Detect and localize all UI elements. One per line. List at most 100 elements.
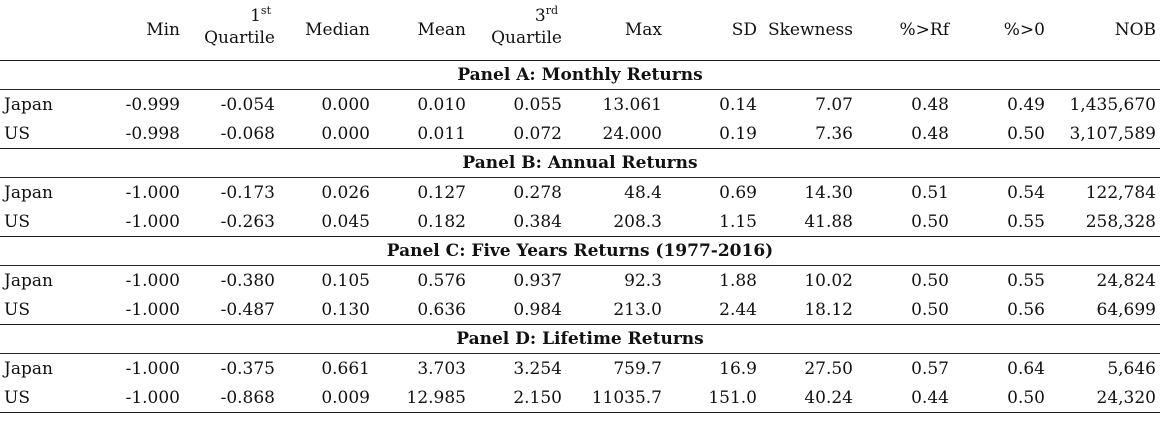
table-cell: -0.487: [220, 299, 275, 320]
table-cell: 40.24: [761, 383, 857, 413]
table-cell: 0.105: [321, 270, 370, 291]
header-blank-cell: [0, 0, 100, 61]
table-cell: -0.263: [220, 211, 275, 232]
table-body: Panel A: Monthly Returns Japan -0.999 -0.05…: [0, 60, 1160, 413]
table-cell: 0.44: [857, 383, 953, 413]
table-cell: -1.000: [100, 383, 184, 413]
table-cell: 0.64: [1007, 358, 1045, 379]
header-skewness: Skewness: [761, 0, 857, 61]
table-row: US -0.998 -0.068 0.000 0.011 0.072 24.000 0.19 7…: [0, 119, 1160, 149]
panel-title: Panel A: Monthly Returns: [0, 60, 1160, 90]
table-cell: 0.009: [279, 383, 374, 413]
table-cell: 0.661: [321, 358, 370, 379]
table-cell: 1,435,670: [1069, 94, 1156, 115]
table-cell: 24,824: [1096, 270, 1156, 291]
row-label: Japan: [4, 182, 53, 203]
header-row: Min 1st Quartile Median Mean 3rd Quartil…: [0, 0, 1160, 61]
table-cell: 0.48: [911, 94, 949, 115]
table-cell: 0.55: [1007, 211, 1045, 232]
table-cell: 258,328: [1085, 211, 1156, 232]
table-cell: 7.36: [815, 123, 853, 144]
table-cell: -1.000: [125, 358, 180, 379]
table-row: Japan -0.999 -0.054 0.000 0.010 0.055 13.061 0.…: [0, 90, 1160, 120]
header-sd: SD: [666, 0, 761, 61]
row-label: Japan: [4, 270, 53, 291]
table-cell: -0.068: [220, 123, 275, 144]
panel-d-header-row: Panel D: Lifetime Returns: [0, 324, 1160, 354]
table-row: Japan -1.000 -0.375 0.661 3.703 3.254 759.7 16.…: [0, 354, 1160, 384]
table-cell: 0.182: [417, 211, 466, 232]
table-row: US -1.000 -0.487 0.130 0.636 0.984 213.0 2.44 18…: [0, 295, 1160, 325]
table-cell: 759.7: [613, 358, 662, 379]
header-pct-above-rf: %>Rf: [857, 0, 953, 61]
table-cell: 1.88: [719, 270, 757, 291]
table-cell: 2.44: [719, 299, 757, 320]
table-cell: 64,699: [1096, 299, 1156, 320]
table-cell: 122,784: [1085, 182, 1156, 203]
table-cell: -0.380: [220, 270, 275, 291]
table-cell: 0.636: [417, 299, 466, 320]
table-cell: 0.56: [1007, 299, 1045, 320]
table-cell: 18.12: [804, 299, 853, 320]
row-label: US: [4, 299, 30, 320]
table-cell: 0.57: [911, 358, 949, 379]
table-row: Japan -1.000 -0.173 0.026 0.127 0.278 48.4 0.69…: [0, 178, 1160, 208]
table-cell: 0.19: [719, 123, 757, 144]
row-label: US: [4, 123, 30, 144]
table-cell: 0.69: [719, 182, 757, 203]
table-cell: -0.868: [184, 383, 279, 413]
panel-a-header-row: Panel A: Monthly Returns: [0, 60, 1160, 90]
header-min: Min: [100, 0, 184, 61]
table-row: Japan -1.000 -0.380 0.105 0.576 0.937 92.3 1.88…: [0, 266, 1160, 296]
table-cell: 0.50: [911, 299, 949, 320]
table-cell: 0.045: [321, 211, 370, 232]
table-cell: 0.055: [513, 94, 562, 115]
panel-title: Panel B: Annual Returns: [0, 148, 1160, 178]
table-cell: 24,320: [1049, 383, 1160, 413]
table-cell: 0.010: [417, 94, 466, 115]
table-cell: 0.984: [513, 299, 562, 320]
table-cell: 27.50: [804, 358, 853, 379]
table-cell: 151.0: [666, 383, 761, 413]
row-label: Japan: [4, 94, 53, 115]
header-third-quartile: 3rd Quartile: [470, 0, 566, 61]
table-cell: 0.50: [953, 383, 1049, 413]
table-cell: 0.50: [911, 211, 949, 232]
table-cell: 0.072: [513, 123, 562, 144]
table-cell: 0.384: [513, 211, 562, 232]
table-cell: -0.173: [220, 182, 275, 203]
table-cell: 0.000: [321, 94, 370, 115]
header-max: Max: [566, 0, 666, 61]
table-cell: 0.55: [1007, 270, 1045, 291]
table-cell: -0.998: [125, 123, 180, 144]
table-cell: 13.061: [602, 94, 662, 115]
header-nob: NOB: [1049, 0, 1160, 61]
table-cell: 0.14: [719, 94, 757, 115]
table-cell: 1.15: [719, 211, 757, 232]
table-cell: 3.254: [513, 358, 562, 379]
table-cell: 0.130: [321, 299, 370, 320]
table-cell: 10.02: [804, 270, 853, 291]
header-median: Median: [279, 0, 374, 61]
table-cell: 24.000: [602, 123, 662, 144]
table-row: US -1.000 -0.263 0.045 0.182 0.384 208.3 1.15 41…: [0, 207, 1160, 237]
table-cell: -0.054: [220, 94, 275, 115]
table-cell: 3.703: [417, 358, 466, 379]
summary-statistics-table: Min 1st Quartile Median Mean 3rd Quartil…: [0, 0, 1160, 413]
table-cell: 0.127: [417, 182, 466, 203]
table-cell: -0.999: [125, 94, 180, 115]
row-label: US: [0, 383, 100, 413]
table-cell: 0.49: [1007, 94, 1045, 115]
table-cell: 0.576: [417, 270, 466, 291]
table-cell: 48.4: [624, 182, 662, 203]
table-cell: 213.0: [613, 299, 662, 320]
table-row: US -1.000 -0.868 0.009 12.985 2.150 11035.7 151…: [0, 383, 1160, 413]
panel-b-header-row: Panel B: Annual Returns: [0, 148, 1160, 178]
table-cell: 14.30: [804, 182, 853, 203]
table-cell: 3,107,589: [1069, 123, 1156, 144]
table-cell: 12.985: [374, 383, 470, 413]
table-cell: 7.07: [815, 94, 853, 115]
table-cell: 208.3: [613, 211, 662, 232]
table-cell: 0.50: [1007, 123, 1045, 144]
